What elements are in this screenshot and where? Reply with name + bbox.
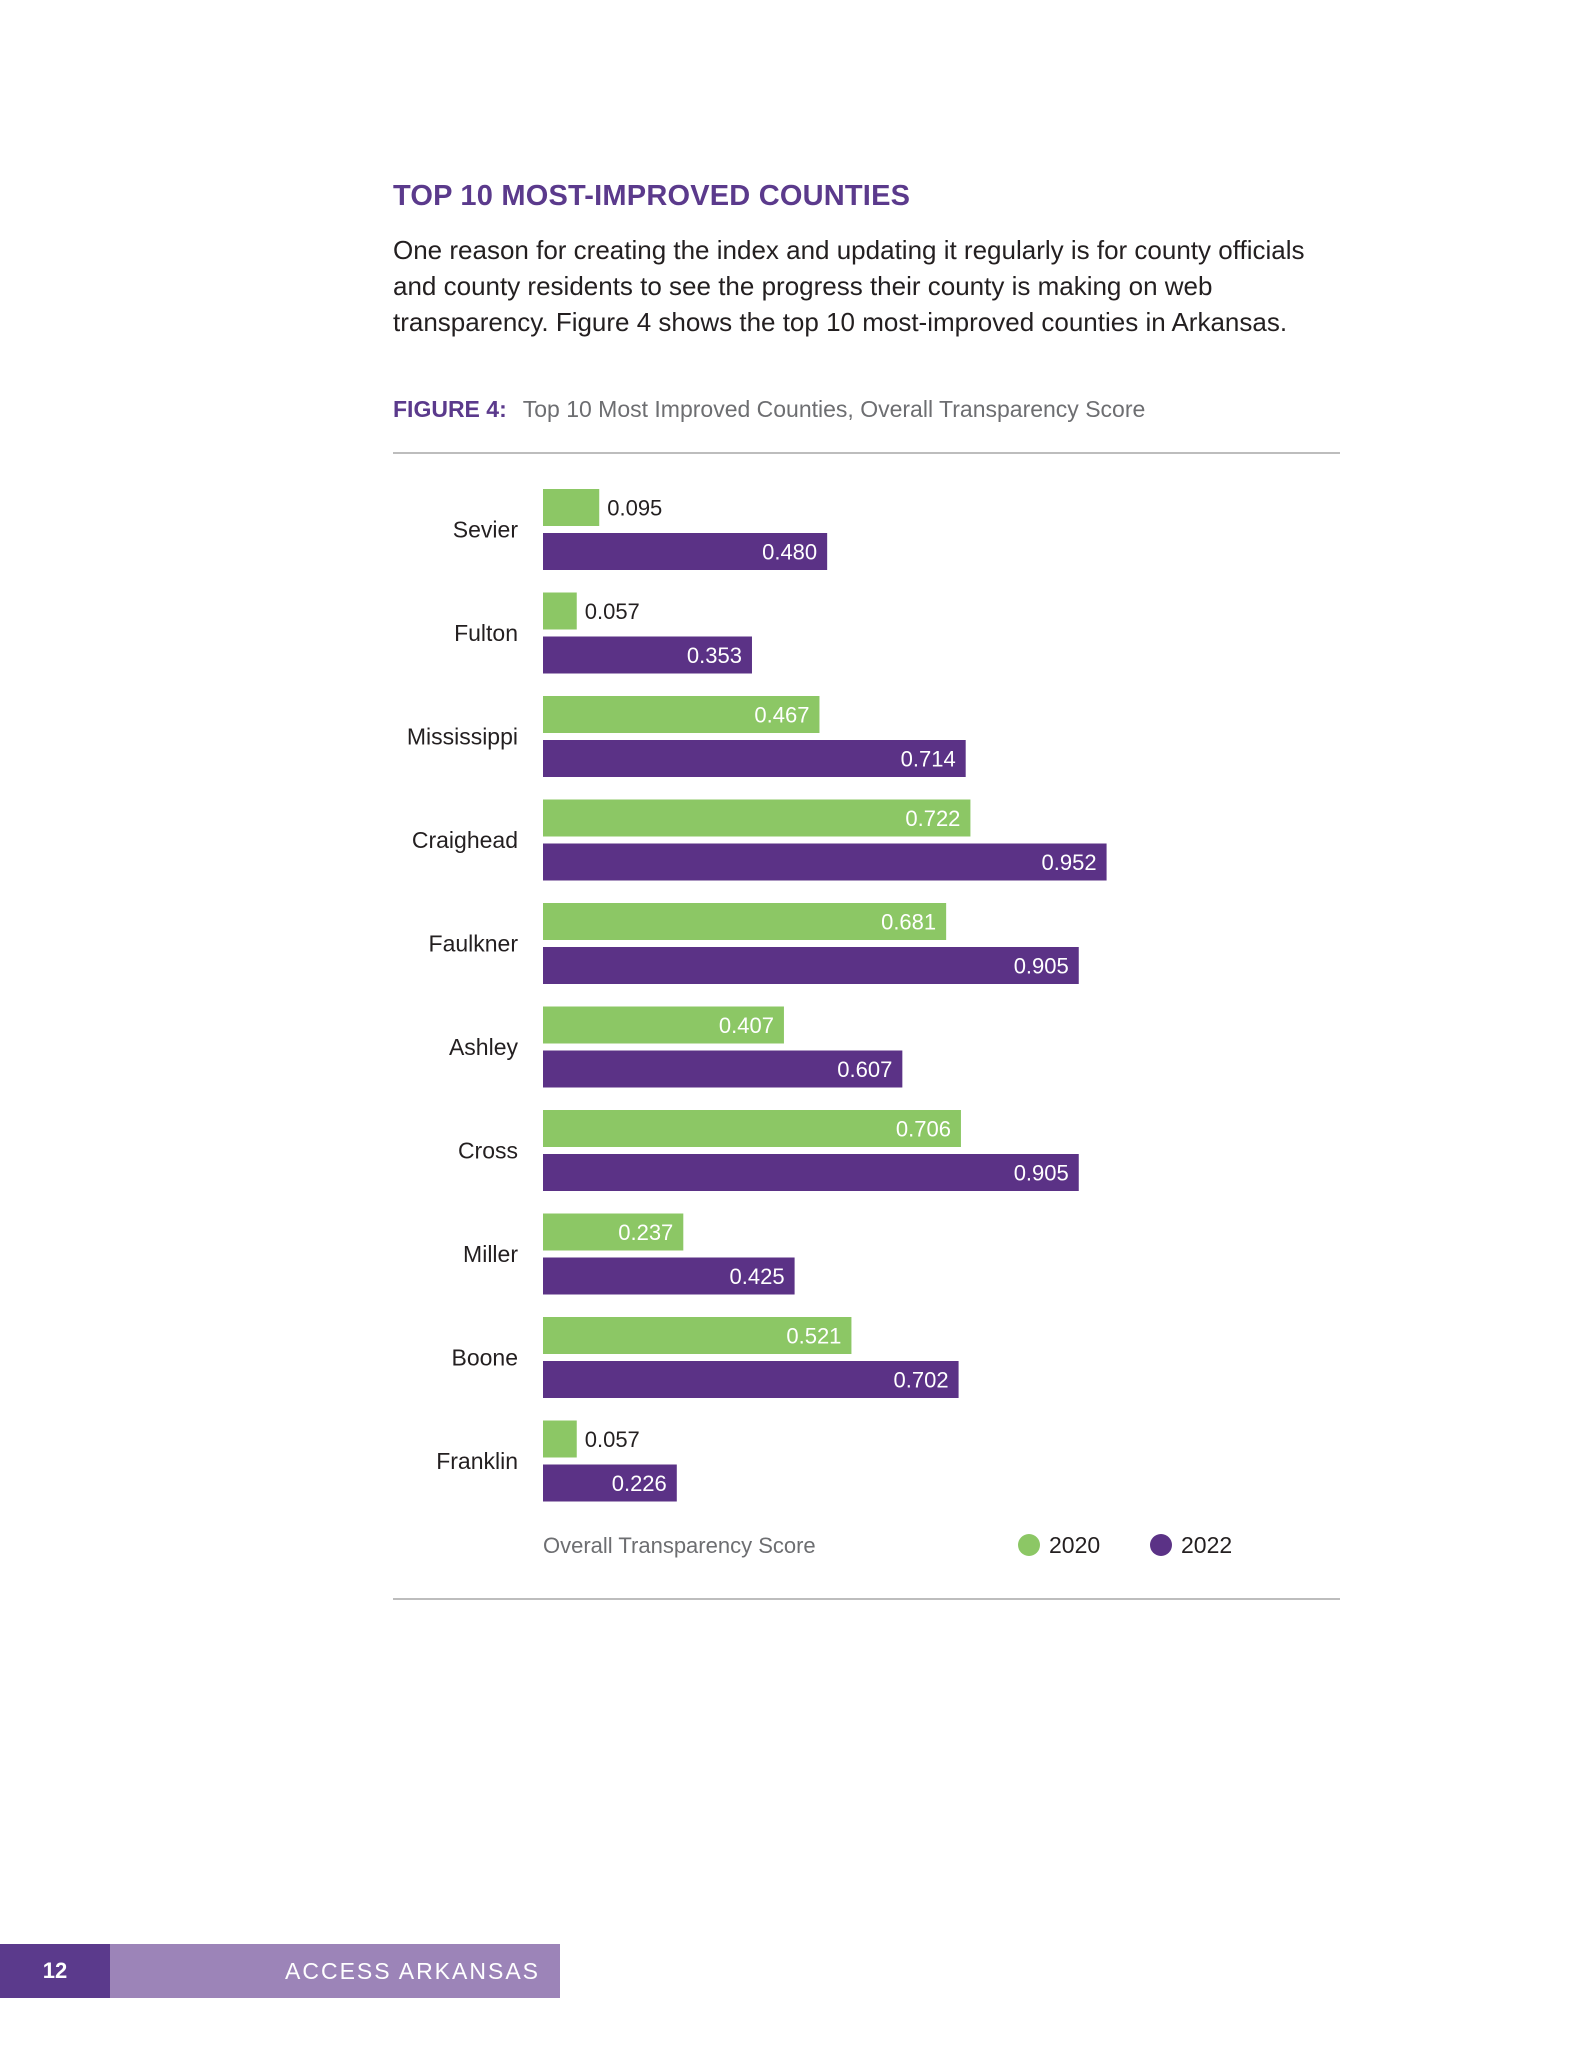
data-label: 0.607: [837, 1057, 892, 1082]
data-label: 0.467: [754, 703, 809, 728]
category-label: Fulton: [454, 620, 518, 646]
bar-2020: [543, 1110, 961, 1147]
bar-2022: [543, 947, 1079, 984]
bar-2022: [543, 1464, 677, 1502]
bar-2020: [543, 903, 947, 940]
data-label: 0.407: [719, 1013, 774, 1038]
bar-2022: [543, 740, 966, 777]
legend-label: 2022: [1181, 1532, 1232, 1558]
bar-2022: [543, 1050, 903, 1088]
data-label: 0.237: [618, 1220, 673, 1245]
data-label: 0.226: [612, 1471, 667, 1496]
category-label: Miller: [463, 1241, 518, 1267]
figure-caption-text: Top 10 Most Improved Counties, Overall T…: [522, 396, 1146, 422]
bar-2020: [543, 1317, 852, 1354]
data-label: 0.480: [762, 540, 817, 565]
bar-2020: [543, 696, 820, 733]
legend-marker-2022: [1150, 1534, 1172, 1556]
bar-2020: [543, 1006, 784, 1044]
data-label: 0.057: [585, 599, 640, 624]
intro-paragraph: One reason for creating the index and up…: [393, 235, 1305, 337]
bar-2022: [543, 1257, 795, 1295]
data-label: 0.681: [881, 910, 936, 935]
bar-2022: [543, 1361, 959, 1398]
legend-label: 2020: [1049, 1532, 1100, 1558]
category-label: Ashley: [449, 1034, 519, 1060]
data-label: 0.353: [687, 643, 742, 668]
page-number: 12: [0, 1944, 110, 1998]
data-label: 0.905: [1014, 1161, 1069, 1186]
data-label: 0.722: [905, 806, 960, 831]
bar-2020: [543, 592, 577, 630]
section-title: TOP 10 MOST-IMPROVED COUNTIES: [393, 180, 911, 212]
legend-marker-2020: [1018, 1534, 1040, 1556]
category-label: Sevier: [453, 517, 519, 543]
data-label: 0.521: [786, 1324, 841, 1349]
bar-2020: [543, 1420, 577, 1458]
data-label: 0.714: [901, 747, 956, 772]
bar-2022: [543, 1154, 1079, 1191]
category-label: Franklin: [436, 1448, 518, 1474]
category-label: Craighead: [412, 827, 518, 853]
data-label: 0.095: [607, 496, 662, 521]
bar-2022: [543, 636, 752, 674]
data-label: 0.905: [1014, 954, 1069, 979]
data-label: 0.702: [894, 1368, 949, 1393]
data-label: 0.952: [1042, 850, 1097, 875]
figure-label: FIGURE 4:: [393, 396, 507, 422]
bottom-divider: [393, 1598, 1340, 1600]
category-label: Cross: [458, 1138, 518, 1164]
data-label: 0.057: [585, 1427, 640, 1452]
figure-caption: FIGURE 4: Top 10 Most Improved Counties,…: [393, 396, 1145, 423]
category-label: Boone: [451, 1345, 518, 1371]
bar-2020: [543, 1213, 684, 1251]
publication-name: ACCESS ARKANSAS: [110, 1944, 560, 1998]
bar-2020: [543, 799, 971, 837]
bar-2020: [543, 489, 600, 526]
category-label: Faulkner: [429, 931, 519, 957]
top-divider: [393, 452, 1340, 454]
data-label: 0.706: [896, 1117, 951, 1142]
bar-chart: Sevier 0.095 0.480 Fulton 0.057 0.353 Mississi…: [407, 489, 1232, 1558]
data-label: 0.425: [730, 1264, 785, 1289]
category-label: Mississippi: [407, 724, 518, 750]
x-axis-title: Overall Transparency Score: [543, 1533, 816, 1558]
bar-2022: [543, 533, 828, 570]
bar-2022: [543, 843, 1107, 881]
